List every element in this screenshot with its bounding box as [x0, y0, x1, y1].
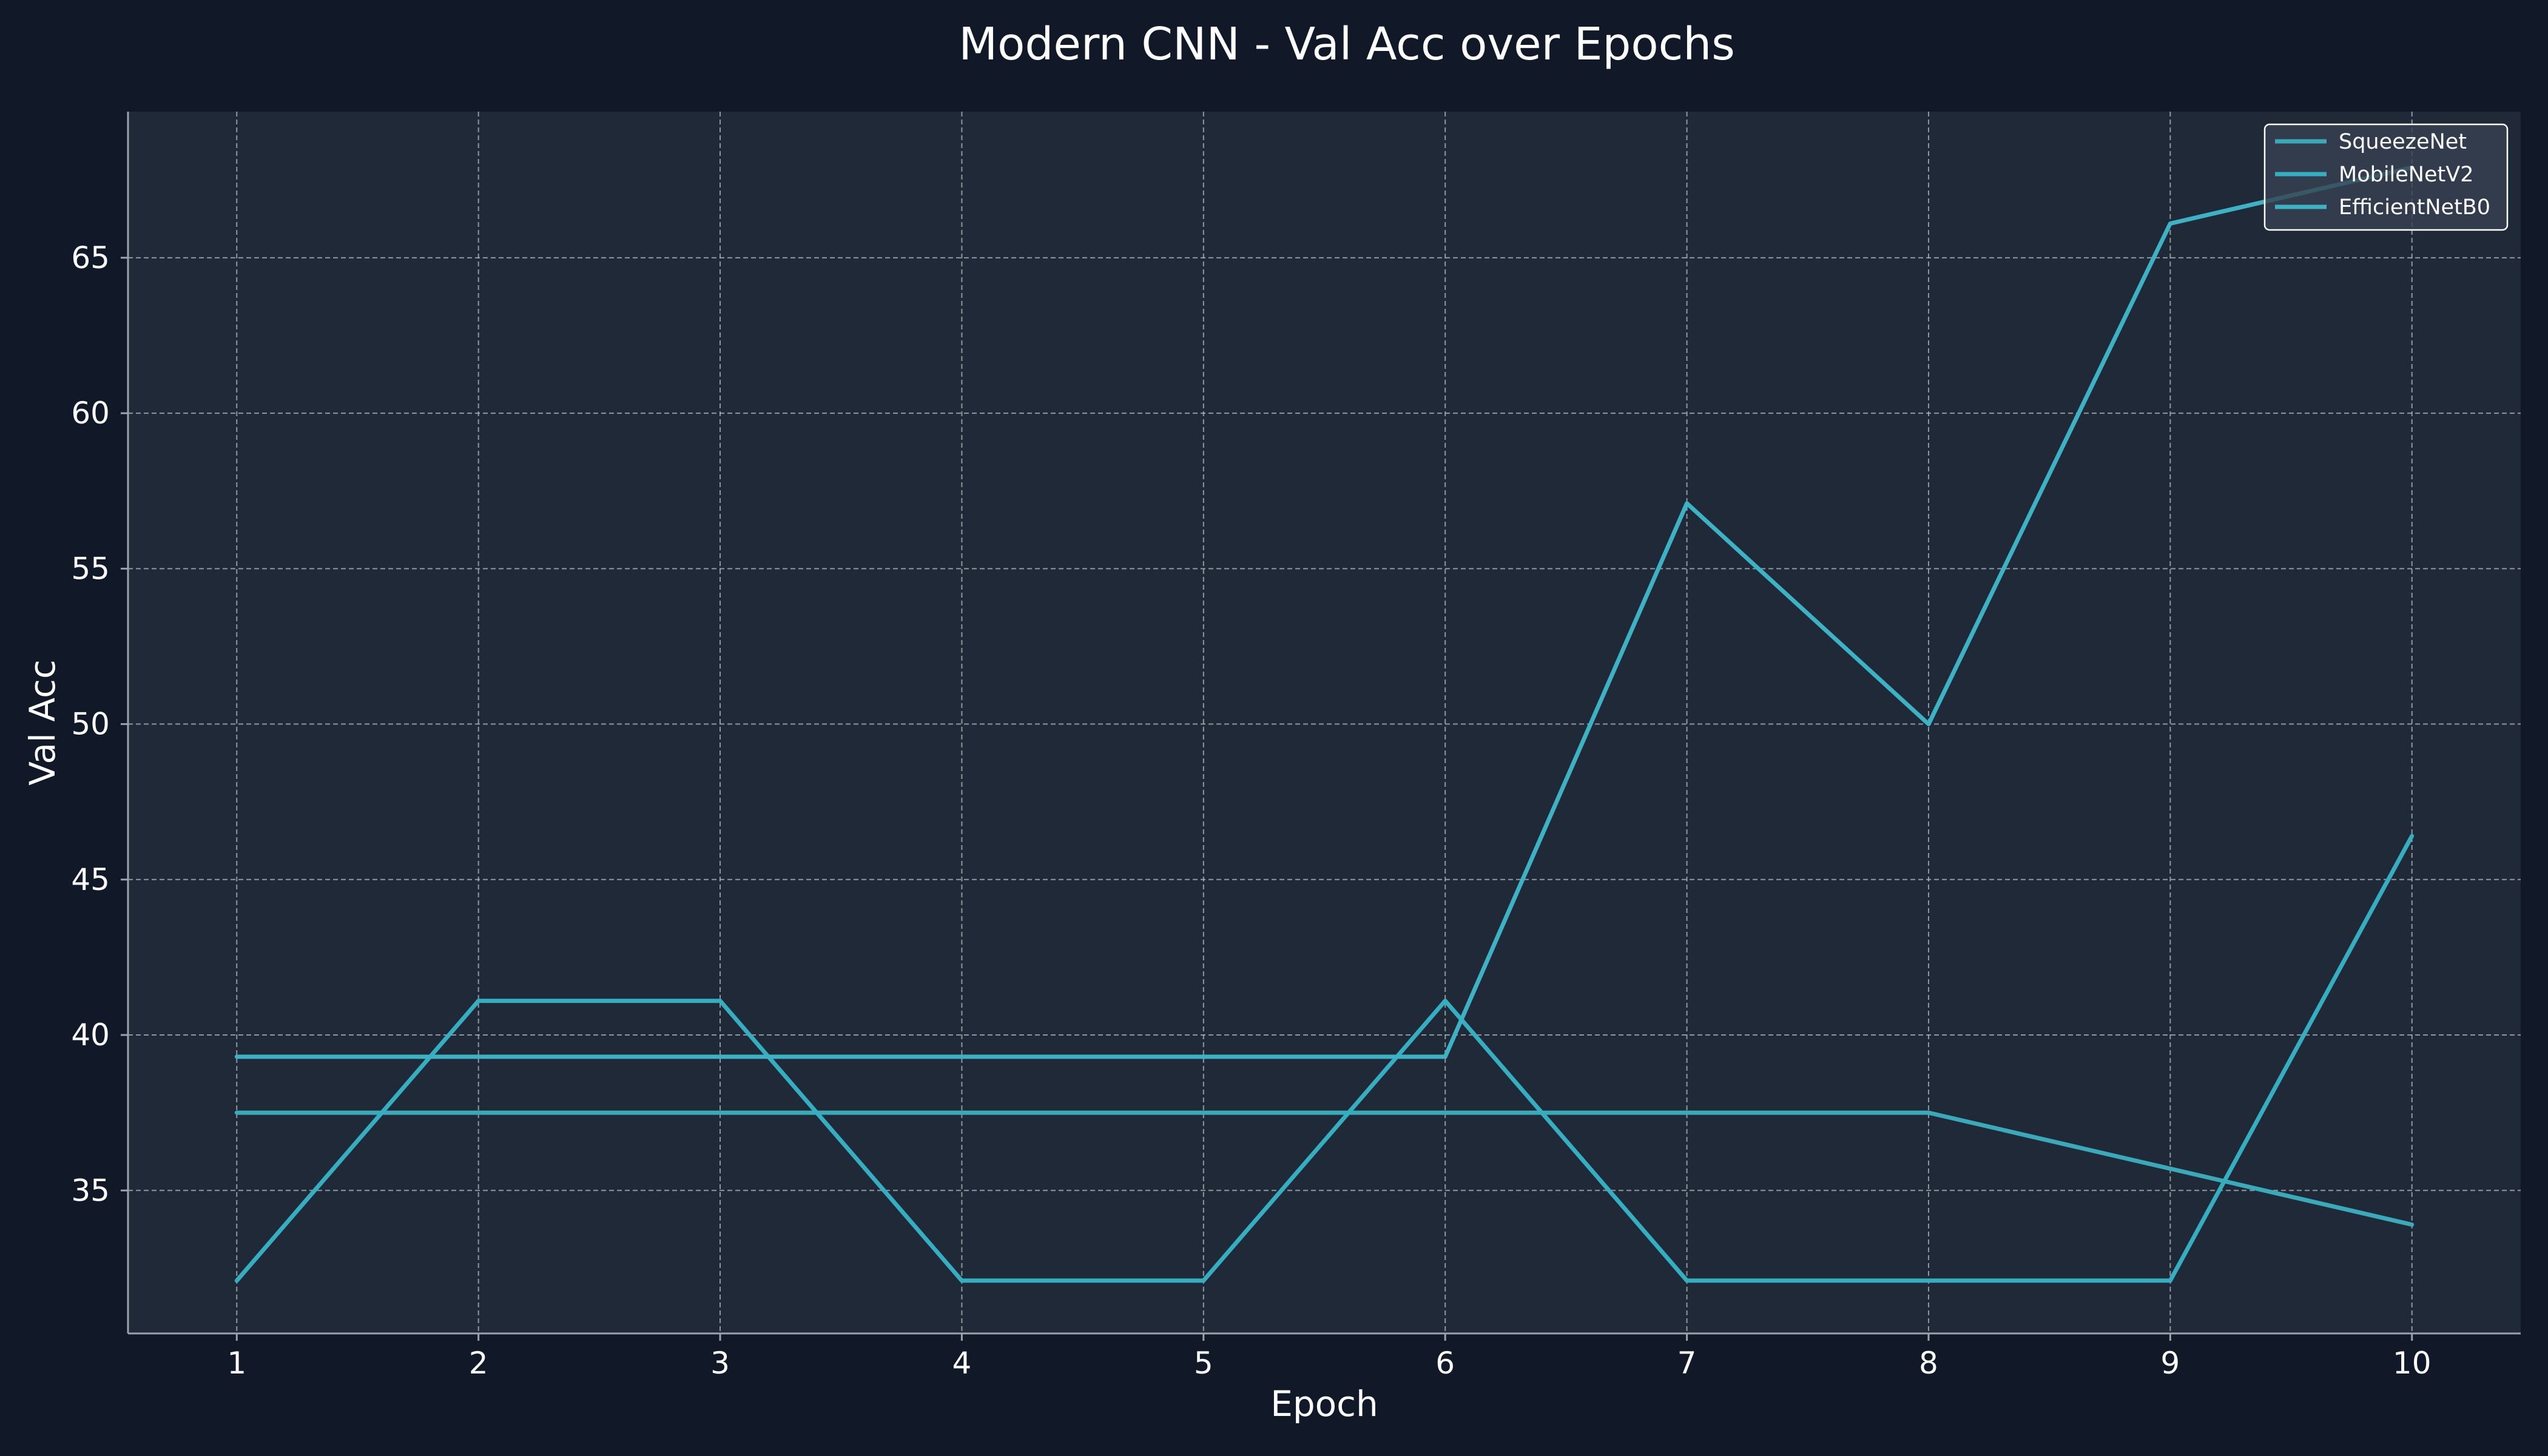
- series-line-efficientnetb0: [234, 165, 2415, 1059]
- y-tick-label: 60: [71, 396, 110, 431]
- y-tick-label: 65: [71, 240, 110, 275]
- grid-lines: [128, 112, 2521, 1333]
- legend-box: [2263, 123, 2509, 231]
- y-tick-label: 50: [71, 707, 110, 742]
- x-tick-label: 6: [1435, 1346, 1455, 1381]
- series-lines: [234, 165, 2415, 1283]
- series-line-mobilenetv2: [234, 834, 2415, 1283]
- x-tick-label: 8: [1919, 1346, 1938, 1381]
- x-tick-label: 1: [227, 1346, 246, 1381]
- y-tick-label: 55: [71, 551, 110, 586]
- chart-title: Modern CNN - Val Acc over Epochs: [959, 18, 1735, 70]
- x-tick-label: 3: [710, 1346, 730, 1381]
- legend: SqueezeNet MobileNetV2 EfficientNetB0: [2263, 123, 2509, 231]
- x-tick-label: 4: [952, 1346, 972, 1381]
- x-tick-label: 10: [2393, 1346, 2432, 1381]
- legend-label-squeezenet: SqueezeNet: [2339, 130, 2467, 154]
- y-tick-label: 40: [71, 1017, 110, 1053]
- x-tick-label: 5: [1194, 1346, 1213, 1381]
- y-tick-label: 35: [71, 1173, 110, 1208]
- series-line-squeezenet: [234, 1110, 2415, 1227]
- y-tick-label: 45: [71, 862, 110, 897]
- x-axis-label: Epoch: [1270, 1383, 1378, 1424]
- y-axis-label: Val Acc: [22, 659, 63, 786]
- legend-label-mobilenetv2: MobileNetV2: [2339, 163, 2473, 187]
- x-tick-label: 9: [2160, 1346, 2180, 1381]
- x-tick-label: 7: [1677, 1346, 1697, 1381]
- legend-label-efficientnetb0: EfficientNetB0: [2339, 195, 2490, 220]
- plot-area: [128, 112, 2521, 1333]
- x-tick-label: 2: [469, 1346, 488, 1381]
